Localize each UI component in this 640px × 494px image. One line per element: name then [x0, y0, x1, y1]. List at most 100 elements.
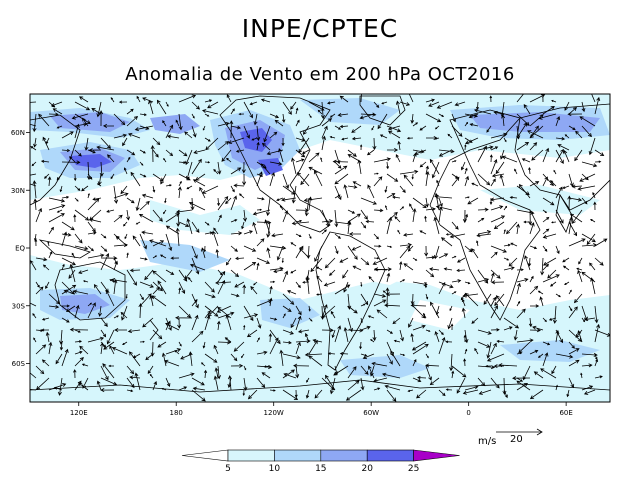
wind-arrow [581, 101, 586, 113]
wind-arrow [126, 365, 135, 375]
wind-arrow [464, 144, 467, 151]
wind-arrow [351, 136, 362, 141]
wind-arrow [321, 209, 330, 227]
wind-arrow [360, 303, 366, 307]
wind-arrow [434, 331, 440, 343]
wind-arrow [204, 221, 210, 226]
wind-arrow [425, 98, 436, 103]
wind-arrow [122, 137, 128, 147]
wind-arrow [528, 317, 533, 328]
wind-arrow [100, 342, 105, 355]
wind-arrow [295, 158, 305, 163]
wind-arrow [540, 257, 545, 276]
wind-arrow [360, 325, 371, 331]
colorbar-high-cap [413, 449, 460, 462]
colorbar-label: 5 [225, 464, 231, 474]
wind-arrow [30, 173, 37, 176]
wind-arrow [56, 173, 63, 181]
wind-arrow [476, 233, 492, 238]
wind-arrow [373, 377, 388, 383]
wind-arrow [381, 372, 401, 379]
wind-arrow [429, 377, 440, 386]
wind-arrow [186, 218, 193, 235]
wind-arrow [108, 364, 114, 368]
wind-arrow [399, 329, 405, 342]
wind-arrow [469, 123, 479, 127]
wind-arrow [580, 372, 583, 379]
wind-arrow [451, 160, 457, 163]
wind-arrow [577, 330, 583, 343]
wind-arrow [191, 314, 199, 331]
wind-arrow [589, 262, 596, 271]
wind-arrow [191, 158, 202, 175]
wind-arrow [373, 267, 388, 272]
wind-arrow [175, 119, 180, 127]
wind-arrow [251, 137, 258, 141]
wind-arrow [204, 353, 218, 363]
wind-arrow [568, 341, 575, 349]
wind-arrow [230, 293, 240, 298]
wind-arrow [73, 214, 77, 223]
wind-arrow [503, 326, 513, 331]
wind-arrow [462, 209, 467, 224]
wind-arrow [334, 185, 342, 201]
wind-arrow [529, 222, 535, 235]
wind-arrow [96, 101, 102, 118]
wind-arrow [578, 257, 583, 265]
wind-arrow [581, 271, 596, 283]
wind-arrow [276, 245, 284, 261]
wind-arrow [191, 245, 198, 259]
wind-arrow [69, 327, 89, 332]
wind-arrow [542, 263, 549, 271]
wind-arrow [321, 125, 328, 139]
wind-arrow [126, 389, 134, 393]
wind-arrow [359, 144, 363, 151]
wind-arrow [438, 253, 449, 259]
wind-arrow [165, 124, 174, 139]
wind-arrow [550, 281, 557, 287]
wind-arrow [149, 294, 154, 307]
wind-arrow [577, 269, 583, 283]
wind-arrow [429, 267, 440, 272]
wind-arrow [187, 277, 193, 283]
wind-arrow [451, 113, 456, 123]
wind-arrow [377, 113, 388, 130]
wind-arrow [430, 301, 440, 319]
wind-arrow [74, 185, 81, 191]
wind-arrow [243, 365, 247, 371]
wind-arrow [74, 149, 82, 157]
wind-arrow [542, 317, 547, 323]
wind-arrow [61, 317, 70, 323]
wind-arrow [242, 389, 246, 397]
wind-arrow [78, 269, 89, 274]
wind-arrow [332, 159, 349, 164]
wind-arrow [175, 209, 193, 214]
wind-arrow [334, 165, 348, 175]
wind-arrow [132, 235, 141, 247]
wind-arrow [113, 185, 119, 204]
wind-arrow [278, 147, 284, 163]
wind-arrow [103, 341, 115, 350]
wind-arrow [256, 350, 268, 355]
wind-arrow [305, 275, 310, 295]
wind-arrow [555, 329, 560, 343]
wind-arrow [125, 293, 128, 299]
wind-arrow [330, 310, 336, 319]
wind-arrow [242, 173, 247, 186]
wind-arrow [113, 279, 118, 295]
wind-arrow [477, 217, 485, 223]
wind-arrow [74, 233, 83, 244]
wind-arrow [516, 282, 521, 295]
wind-arrow [99, 110, 104, 127]
wind-arrow [290, 317, 297, 329]
wind-arrow [144, 269, 154, 281]
wind-arrow [390, 350, 401, 367]
wind-arrow [581, 363, 593, 368]
wind-arrow [163, 209, 167, 215]
wind-arrow [81, 185, 89, 192]
wind-arrow [264, 219, 271, 235]
wind-arrow [408, 94, 414, 103]
wind-arrow [157, 341, 167, 348]
wind-arrow [566, 389, 570, 398]
wind-arrow [434, 137, 440, 140]
